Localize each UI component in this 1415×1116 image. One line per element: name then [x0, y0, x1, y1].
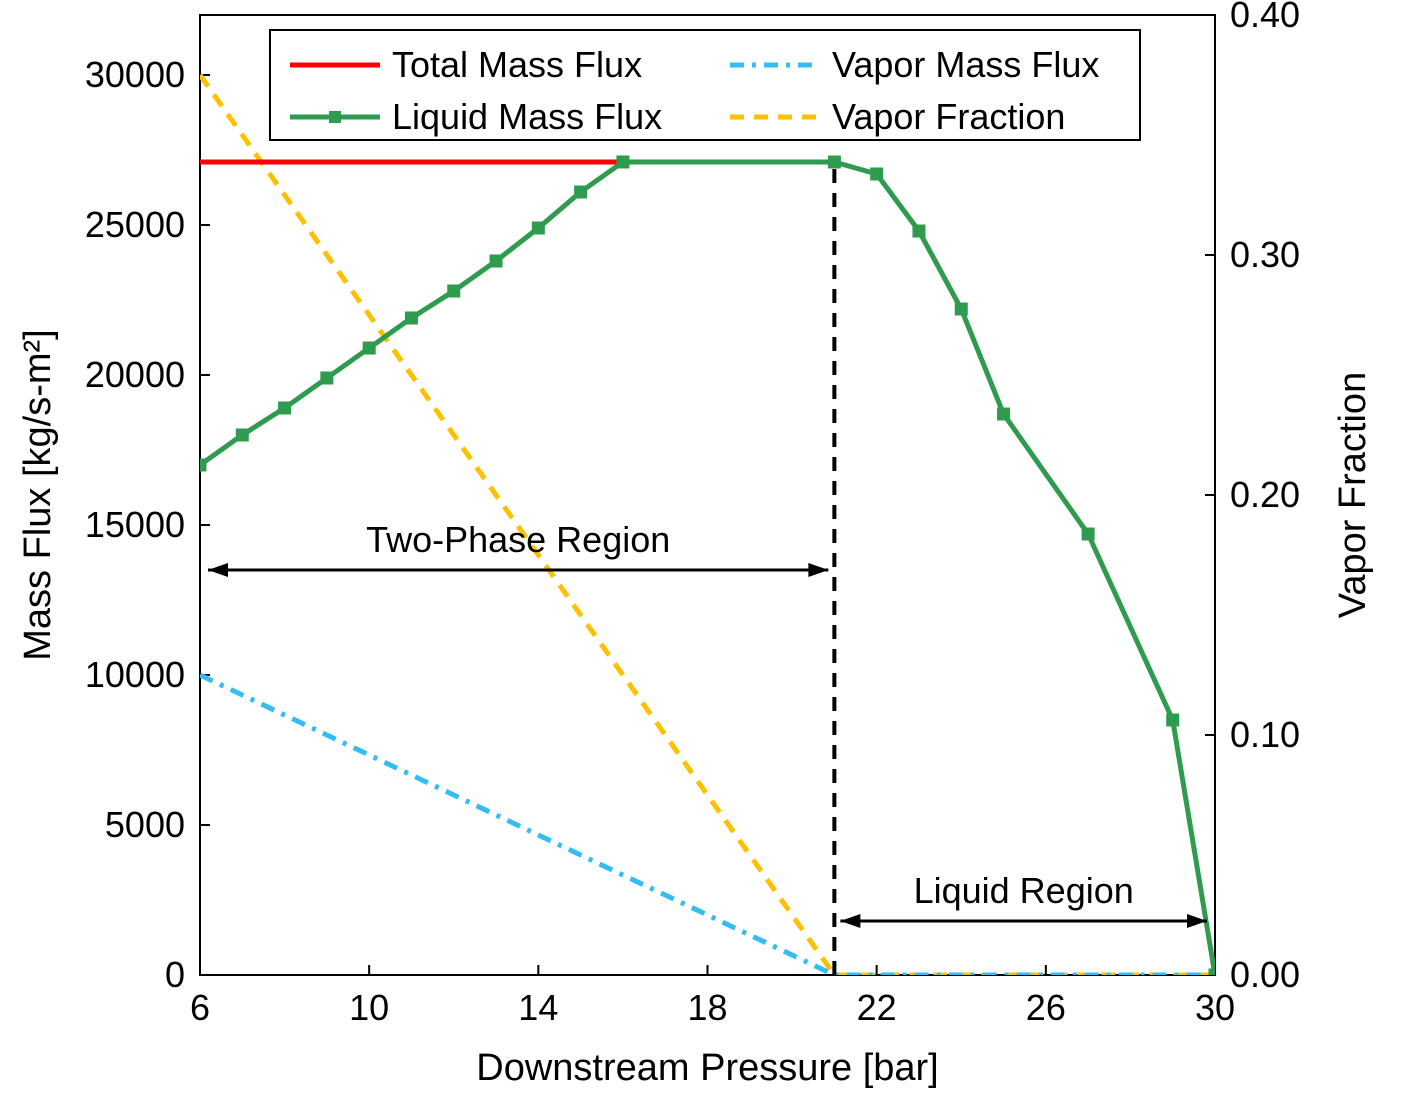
mass-flux-chart: 6101418222630Downstream Pressure [bar]05… [0, 0, 1415, 1116]
region-label: Two-Phase Region [366, 519, 670, 560]
x-tick-label: 18 [687, 987, 727, 1028]
y-left-tick-label: 20000 [85, 354, 185, 395]
x-tick-label: 14 [518, 987, 558, 1028]
chart-container: 6101418222630Downstream Pressure [bar]05… [0, 0, 1415, 1116]
y-left-tick-label: 15000 [85, 504, 185, 545]
y-right-tick-label: 0.20 [1230, 474, 1300, 515]
legend-item-label: Vapor Mass Flux [832, 44, 1099, 85]
region-label: Liquid Region [914, 870, 1134, 911]
y-left-tick-label: 0 [165, 954, 185, 995]
y-right-axis-label: Vapor Fraction [1332, 372, 1374, 618]
x-tick-label: 22 [857, 987, 897, 1028]
y-left-tick-label: 30000 [85, 54, 185, 95]
legend-item-label: Vapor Fraction [832, 96, 1065, 137]
y-left-tick-label: 10000 [85, 654, 185, 695]
y-right-tick-label: 0.10 [1230, 714, 1300, 755]
legend-item-label: Total Mass Flux [392, 44, 642, 85]
y-right-tick-label: 0.30 [1230, 234, 1300, 275]
y-left-tick-label: 25000 [85, 204, 185, 245]
x-tick-label: 6 [190, 987, 210, 1028]
x-tick-label: 26 [1026, 987, 1066, 1028]
y-right-tick-label: 0.40 [1230, 0, 1300, 35]
y-left-tick-label: 5000 [105, 804, 185, 845]
legend-item-label: Liquid Mass Flux [392, 96, 662, 137]
y-left-axis-label: Mass Flux [kg/s-m²] [17, 329, 59, 660]
y-right-tick-label: 0.00 [1230, 954, 1300, 995]
x-tick-label: 10 [349, 987, 389, 1028]
x-axis-label: Downstream Pressure [bar] [476, 1047, 939, 1089]
